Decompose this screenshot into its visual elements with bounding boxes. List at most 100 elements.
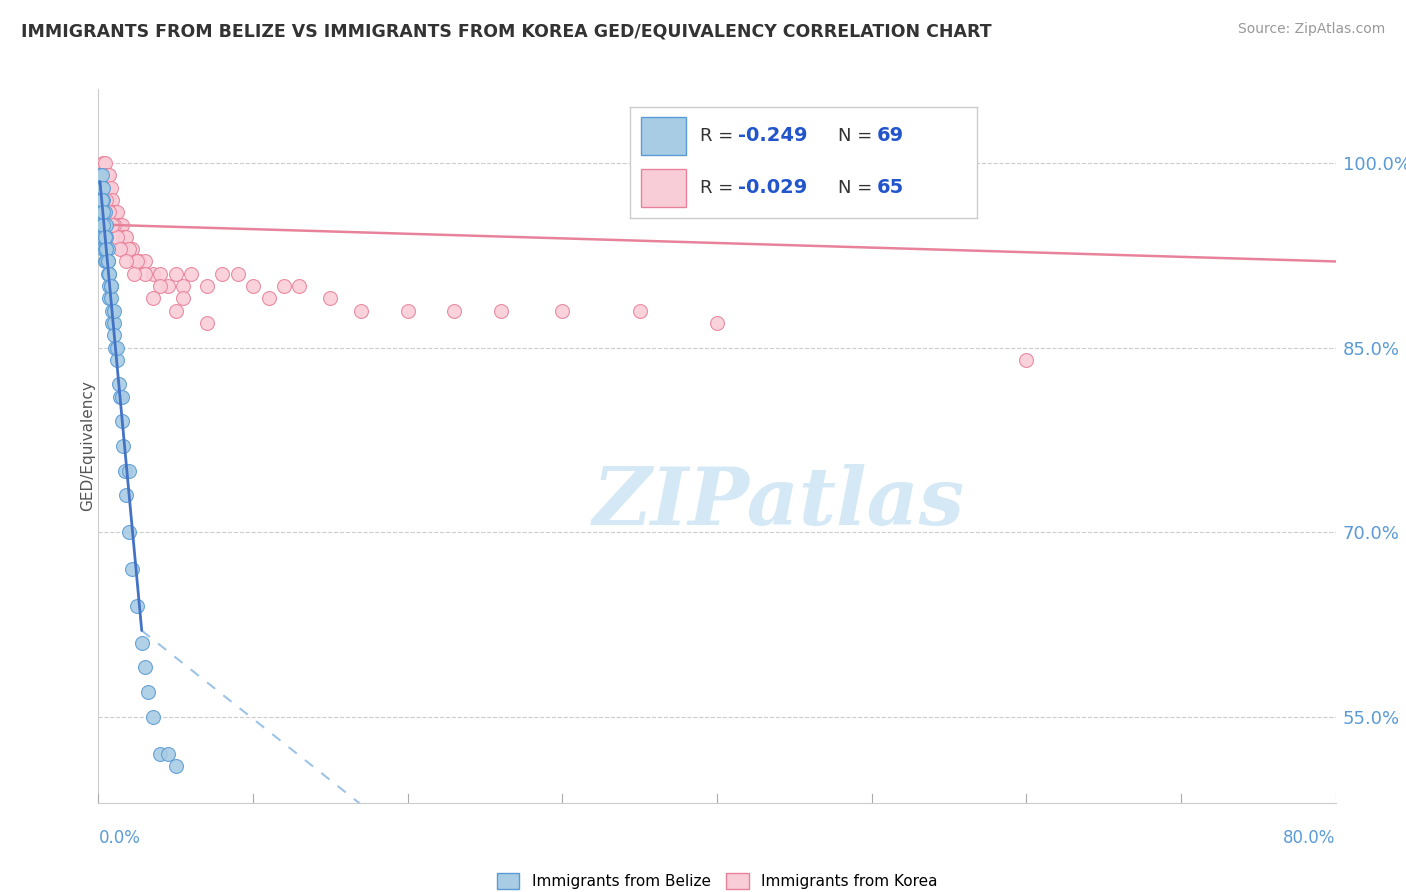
Point	[103, 205, 125, 219]
Point	[551, 303, 574, 318]
Point	[396, 303, 419, 318]
Point	[91, 205, 114, 219]
Point	[165, 759, 187, 773]
Point	[118, 525, 141, 540]
Point	[107, 218, 129, 232]
Point	[91, 242, 114, 256]
Point	[103, 316, 125, 330]
Legend: Immigrants from Belize, Immigrants from Korea: Immigrants from Belize, Immigrants from …	[491, 867, 943, 892]
Point	[134, 267, 156, 281]
Point	[104, 341, 127, 355]
Point	[136, 685, 159, 699]
Point	[108, 390, 131, 404]
Point	[90, 218, 112, 232]
Point	[112, 439, 135, 453]
Point	[1015, 352, 1038, 367]
Point	[127, 599, 149, 613]
Point	[111, 218, 134, 232]
Point	[89, 193, 111, 207]
Point	[96, 193, 118, 207]
Point	[90, 169, 112, 183]
Point	[96, 242, 118, 256]
Point	[706, 316, 728, 330]
Point	[114, 464, 136, 478]
Point	[97, 180, 120, 194]
Point	[108, 218, 131, 232]
Point	[115, 488, 138, 502]
Point	[105, 352, 128, 367]
Point	[288, 279, 311, 293]
Point	[98, 267, 121, 281]
Point	[105, 230, 128, 244]
Point	[111, 390, 134, 404]
Point	[93, 242, 115, 256]
Point	[101, 303, 124, 318]
Point	[97, 254, 120, 268]
Point	[128, 254, 150, 268]
Point	[91, 218, 114, 232]
Point	[134, 254, 156, 268]
Point	[149, 267, 172, 281]
Point	[93, 230, 115, 244]
Point	[211, 267, 233, 281]
Point	[98, 291, 121, 305]
Point	[98, 279, 121, 293]
Point	[242, 279, 264, 293]
Point	[93, 254, 115, 268]
Point	[97, 242, 120, 256]
Point	[121, 242, 143, 256]
Point	[134, 660, 156, 674]
Point	[96, 180, 118, 194]
Point	[101, 218, 124, 232]
Point	[98, 169, 121, 183]
Point	[97, 169, 120, 183]
Point	[101, 193, 124, 207]
Point	[149, 747, 172, 761]
Text: 0.0%: 0.0%	[98, 829, 141, 847]
Point	[104, 205, 127, 219]
Point	[142, 267, 165, 281]
Point	[100, 279, 122, 293]
Point	[100, 279, 122, 293]
Point	[90, 205, 112, 219]
Point	[90, 180, 112, 194]
Point	[112, 230, 135, 244]
Point	[96, 169, 118, 183]
Point	[100, 180, 122, 194]
Point	[628, 303, 651, 318]
Point	[111, 242, 134, 256]
Point	[93, 156, 115, 170]
Point	[124, 254, 146, 268]
Y-axis label: GED/Equivalency: GED/Equivalency	[80, 381, 94, 511]
Point	[98, 267, 121, 281]
Point	[101, 316, 124, 330]
Point	[98, 193, 121, 207]
Point	[157, 747, 180, 761]
Point	[89, 205, 111, 219]
Point	[165, 267, 187, 281]
Point	[195, 316, 218, 330]
Point	[173, 291, 195, 305]
Point	[103, 218, 125, 232]
Point	[96, 254, 118, 268]
Point	[108, 242, 131, 256]
Point	[118, 464, 141, 478]
Point	[115, 230, 138, 244]
Point	[93, 230, 115, 244]
Text: 80.0%: 80.0%	[1284, 829, 1336, 847]
Text: Source: ZipAtlas.com: Source: ZipAtlas.com	[1237, 22, 1385, 37]
Point	[115, 254, 138, 268]
Point	[97, 205, 120, 219]
Point	[91, 156, 114, 170]
Point	[118, 242, 141, 256]
Point	[149, 279, 172, 293]
Point	[91, 218, 114, 232]
Point	[114, 230, 136, 244]
Point	[142, 709, 165, 723]
Point	[180, 267, 202, 281]
Point	[90, 218, 112, 232]
Point	[111, 414, 134, 428]
Point	[96, 242, 118, 256]
Point	[273, 279, 295, 293]
Point	[165, 303, 187, 318]
